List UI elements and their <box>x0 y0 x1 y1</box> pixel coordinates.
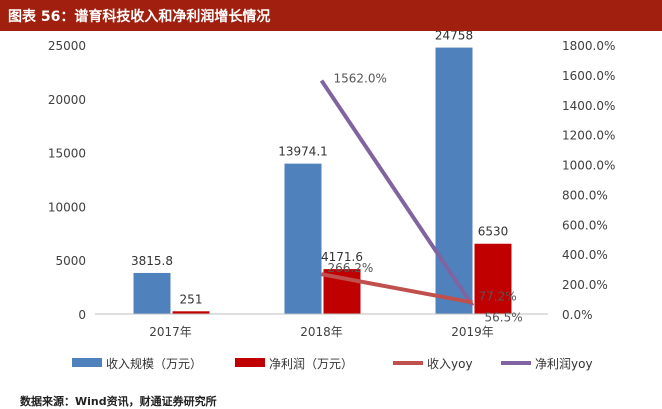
y-left-tick-label: 20000 <box>48 93 86 107</box>
y-left-tick-label: 10000 <box>48 200 86 214</box>
chart-area: 0 5000 10000 15000 20000 25000 0.0% 200.0% 400.0… <box>48 31 616 371</box>
revenue-data-label: 24758 <box>435 31 473 43</box>
profit-data-label: 6530 <box>478 225 509 239</box>
y-right-tick-label: 0.0% <box>562 308 593 322</box>
revenue-bar <box>133 272 171 314</box>
legend-swatch <box>235 358 265 367</box>
legend-label: 收入规模（万元） <box>106 356 202 371</box>
revenue-yoy-data-label: 266.2% <box>328 261 374 275</box>
y-right-tick-label: 200.0% <box>562 278 608 292</box>
revenue-data-label: 13974.1 <box>278 145 328 159</box>
y-right-tick-label: 1000.0% <box>562 159 615 173</box>
x-tick-label: 2017年 <box>149 325 192 339</box>
y-right-tick-label: 1400.0% <box>562 99 615 113</box>
y-right-tick-label: 600.0% <box>562 218 608 232</box>
revenue-yoy-data-label: 77.2% <box>479 289 517 303</box>
profit-data-label: 251 <box>180 292 203 306</box>
legend-label: 净利润（万元） <box>269 357 353 371</box>
y-right-tick-label: 400.0% <box>562 248 608 262</box>
profit-data-label: 4171.6 <box>321 250 363 264</box>
legend-swatch <box>72 358 102 367</box>
y-left-tick-label: 5000 <box>55 254 86 268</box>
y-left-tick-label: 25000 <box>48 39 86 53</box>
legend-label: 收入yoy <box>427 357 473 371</box>
revenue-data-label: 3815.8 <box>131 254 173 268</box>
y-left-tick-label: 15000 <box>48 147 86 161</box>
revenue-bar <box>284 163 322 314</box>
chart-title: 图表 56：谱育科技收入和净利润增长情况 <box>8 9 271 25</box>
legend-label: 净利润yoy <box>535 357 593 371</box>
profit-bar <box>474 243 512 314</box>
profit-yoy-line <box>319 79 475 307</box>
x-tick-label: 2018年 <box>300 325 343 339</box>
profit-yoy-data-label: 56.5% <box>485 311 523 325</box>
x-tick-label: 2019年 <box>451 325 494 339</box>
revenue-bar <box>435 47 473 315</box>
profit-yoy-data-label: 1562.0% <box>334 72 387 86</box>
title-bar: 图表 56：谱育科技收入和净利润增长情况 <box>0 0 662 31</box>
source-note: 数据来源：Wind资讯，财通证券研究所 <box>20 395 217 408</box>
y-right-tick-label: 800.0% <box>562 188 608 202</box>
y-right-tick-label: 1200.0% <box>562 129 615 143</box>
y-right-tick-label: 1800.0% <box>562 39 615 53</box>
y-right-tick-label: 1600.0% <box>562 69 615 83</box>
revenue-yoy-line <box>321 272 473 305</box>
profit-bar <box>172 311 210 314</box>
y-left-tick-label: 0 <box>78 308 86 322</box>
